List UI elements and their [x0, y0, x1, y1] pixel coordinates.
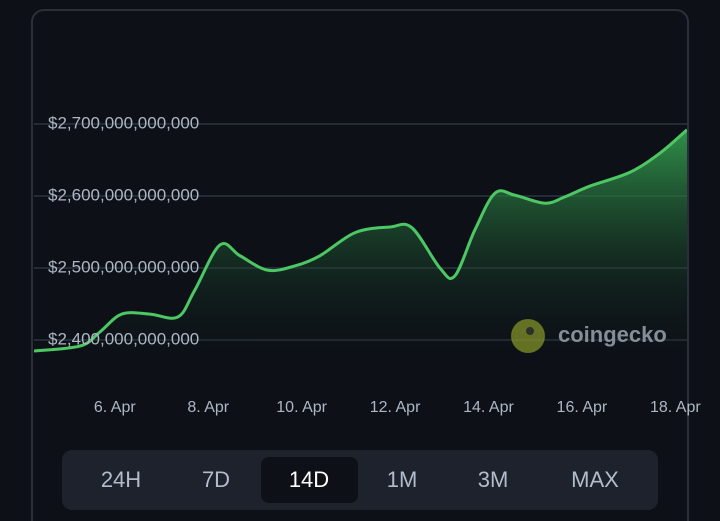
range-button[interactable]: 7D: [202, 467, 230, 492]
y-tick-label: $2,500,000,000,000: [48, 257, 199, 276]
x-tick-label: 6. Apr: [94, 399, 136, 416]
watermark: coingecko: [558, 322, 667, 347]
range-button[interactable]: 24H: [101, 467, 141, 492]
range-bar: [62, 450, 658, 510]
range-button[interactable]: 3M: [478, 467, 509, 492]
price-line: [34, 128, 687, 353]
x-tick-label: 18. Apr: [650, 399, 701, 416]
y-tick-label: $2,700,000,000,000: [48, 113, 199, 132]
range-button[interactable]: MAX: [571, 467, 619, 492]
x-tick-label: 10. Apr: [276, 399, 327, 416]
watermark-logo: [511, 319, 545, 353]
x-tick-label: 12. Apr: [370, 399, 421, 416]
y-tick-label: $2,600,000,000,000: [48, 185, 199, 204]
x-tick-label: 14. Apr: [463, 399, 514, 416]
x-tick-label: 16. Apr: [557, 399, 608, 416]
range-button[interactable]: 1M: [387, 467, 418, 492]
watermark-eye: [526, 327, 534, 335]
x-tick-label: 8. Apr: [187, 399, 229, 416]
y-tick-label: $2,400,000,000,000: [48, 329, 199, 348]
range-selected-bg: [261, 457, 358, 503]
area-fill: [34, 129, 687, 355]
range-button[interactable]: 14D: [289, 467, 329, 492]
